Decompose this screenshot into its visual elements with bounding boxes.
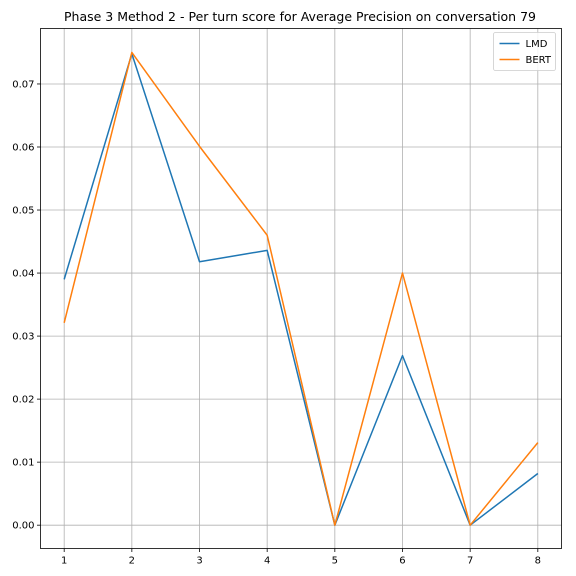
series-layer <box>63 51 539 526</box>
x-tick-label: 8 <box>535 556 541 567</box>
x-tick-label: 4 <box>264 556 270 567</box>
legend: LMD BERT <box>493 32 556 71</box>
y-tick-label: 0.00 <box>12 521 34 532</box>
series-line-bert <box>63 51 539 526</box>
y-axis: 0.00 0.01 0.02 0.03 0.04 0.05 0.06 0.07 <box>12 79 41 532</box>
legend-label: LMD <box>526 39 548 50</box>
x-tick-label: 7 <box>467 556 473 567</box>
x-tick-label: 6 <box>399 556 405 567</box>
chart-title: Phase 3 Method 2 - Per turn score for Av… <box>64 9 536 24</box>
series-line-lmd <box>63 52 539 526</box>
legend-label: BERT <box>526 55 552 66</box>
x-tick-label: 3 <box>196 556 202 567</box>
x-axis: 1 2 3 4 5 6 7 8 <box>61 548 541 567</box>
y-tick-label: 0.03 <box>12 332 34 343</box>
x-tick-label: 5 <box>332 556 338 567</box>
x-tick-label: 1 <box>61 556 67 567</box>
y-tick-label: 0.04 <box>12 269 34 280</box>
grid <box>40 28 562 549</box>
y-tick-label: 0.07 <box>12 79 34 90</box>
y-tick-label: 0.05 <box>12 206 34 217</box>
legend-box <box>493 32 556 71</box>
plot-frame <box>40 28 562 549</box>
x-tick-label: 2 <box>129 556 135 567</box>
y-tick-label: 0.02 <box>12 395 34 406</box>
y-tick-label: 0.01 <box>12 458 34 469</box>
y-tick-label: 0.06 <box>12 142 34 153</box>
